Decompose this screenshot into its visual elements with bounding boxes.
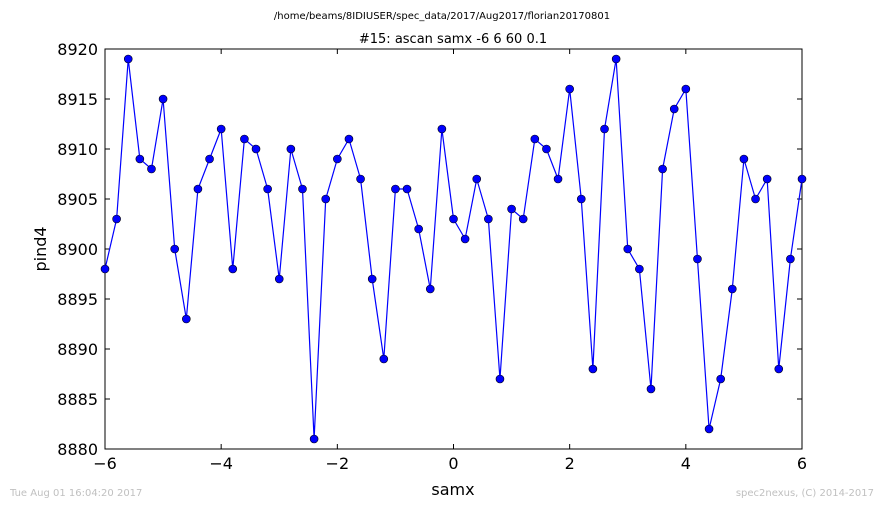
plot-area-frame [104, 48, 803, 450]
data-point [333, 154, 342, 164]
data-point [460, 234, 470, 244]
data-point [449, 214, 458, 224]
x-axis-ticks: −6 −4 −2 0 2 4 6 [93, 49, 807, 473]
x-tick-label: 2 [565, 454, 575, 473]
x-tick-label: −6 [93, 454, 117, 473]
data-point [402, 184, 412, 194]
data-point [123, 54, 133, 64]
y-tick-label: 8920 [57, 40, 98, 59]
data-point [298, 184, 307, 194]
data-point [437, 124, 447, 134]
data-point [321, 194, 331, 204]
y-tick-label: 8910 [57, 140, 98, 159]
data-point [542, 144, 551, 154]
data-point [367, 274, 377, 284]
data-point [797, 174, 807, 184]
data-point [286, 144, 296, 154]
data-point [704, 424, 714, 434]
data-point [716, 374, 725, 384]
data-point [588, 364, 598, 374]
series-layer [100, 54, 807, 444]
x-axis-label: samx [431, 480, 474, 499]
data-point [216, 124, 226, 134]
data-point [100, 264, 110, 274]
data-point [646, 384, 656, 394]
data-point [600, 124, 609, 134]
data-point [274, 274, 284, 284]
x-tick-label: −2 [326, 454, 350, 473]
data-point [693, 254, 702, 264]
data-point [425, 284, 435, 294]
x-tick-label: 4 [681, 454, 691, 473]
data-point [507, 204, 516, 214]
data-point [751, 194, 760, 204]
footer-timestamp: Tue Aug 01 16:04:20 2017 [10, 488, 143, 499]
x-tick-label: 6 [797, 454, 807, 473]
data-point [530, 134, 540, 144]
data-point [228, 264, 238, 274]
y-tick-label: 8880 [57, 440, 98, 459]
data-point [786, 254, 795, 264]
data-point [762, 174, 772, 184]
footer-credit: spec2nexus, (C) 2014-2017 [735, 488, 874, 499]
y-tick-label: 8890 [57, 340, 98, 359]
y-axis-label: pind4 [31, 226, 50, 271]
chart-title: #15: ascan samx -6 6 60 0.1 [359, 32, 547, 47]
series-line [104, 58, 803, 440]
data-point [495, 374, 505, 384]
data-point [681, 84, 691, 94]
data-point [774, 364, 784, 374]
data-point [576, 194, 586, 204]
data-point [158, 94, 168, 104]
y-tick-label: 8895 [57, 290, 98, 309]
data-point [484, 214, 493, 224]
data-point [669, 104, 679, 114]
y-tick-label: 8885 [57, 390, 98, 409]
data-point [611, 54, 621, 64]
data-point [414, 224, 423, 234]
data-point [727, 284, 737, 294]
data-point [147, 164, 156, 174]
y-axis-ticks: 8880 8885 8890 8895 8900 8905 8910 8915 8920 [57, 40, 802, 459]
data-point [356, 174, 365, 184]
data-point [170, 244, 179, 254]
data-point [309, 434, 319, 444]
x-tick-label: −4 [209, 454, 233, 473]
data-point [112, 214, 121, 224]
data-point [623, 244, 633, 254]
data-point [391, 184, 400, 194]
data-point [565, 84, 574, 94]
data-point [135, 154, 145, 164]
data-point [518, 214, 528, 224]
y-tick-label: 8900 [57, 240, 98, 259]
data-point [263, 184, 272, 194]
x-tick-label: 0 [448, 454, 458, 473]
data-point [635, 264, 644, 274]
data-point [472, 174, 482, 184]
data-point [251, 144, 261, 154]
data-point [379, 354, 389, 364]
data-point [182, 314, 191, 324]
y-tick-label: 8915 [57, 90, 98, 109]
data-point [193, 184, 203, 194]
data-point [658, 164, 667, 174]
data-point [240, 134, 249, 144]
y-tick-label: 8905 [57, 190, 98, 209]
data-point [739, 154, 749, 164]
file-path-subtitle: /home/beams/8IDIUSER/spec_data/2017/Aug2… [274, 11, 610, 22]
data-point [344, 134, 354, 144]
data-point [553, 174, 563, 184]
data-point [205, 154, 214, 164]
